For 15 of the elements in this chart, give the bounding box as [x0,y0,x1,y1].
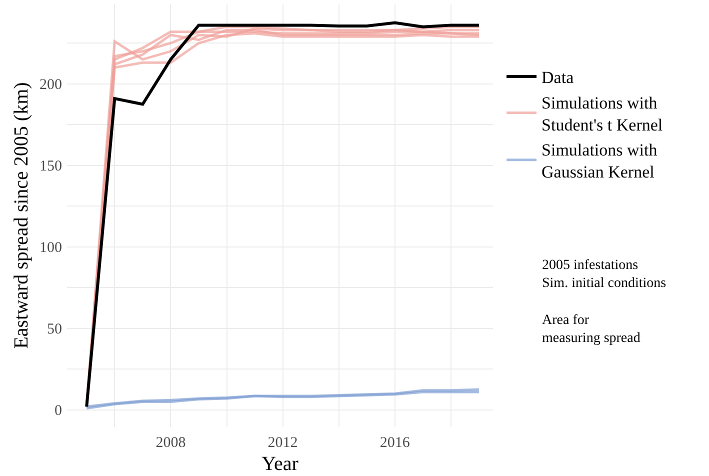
text: 2005 infestations Sim. initial conditions [542,258,666,292]
x-tick-label: 2008 [156,435,186,451]
legend-label: Simulations with Gaussian Kernel [542,140,658,182]
y-tick-label: 50 [47,322,62,338]
y-tick-label: 150 [40,158,62,175]
legend-label: Simulations with Student's t Kernel [542,93,663,134]
x-tick-label: 2012 [268,435,298,451]
y-axis-title: Eastward spread since 2005 (km) [10,82,32,349]
x-tick-label: 2016 [380,435,410,451]
text: Area for measuring spread [542,313,640,346]
y-tick-label: 100 [40,240,62,256]
x-axis-title: Year [262,453,299,475]
y-tick-label: 0 [54,403,62,420]
y-tick-label: 200 [40,77,62,94]
legend-label: Data [542,68,574,88]
